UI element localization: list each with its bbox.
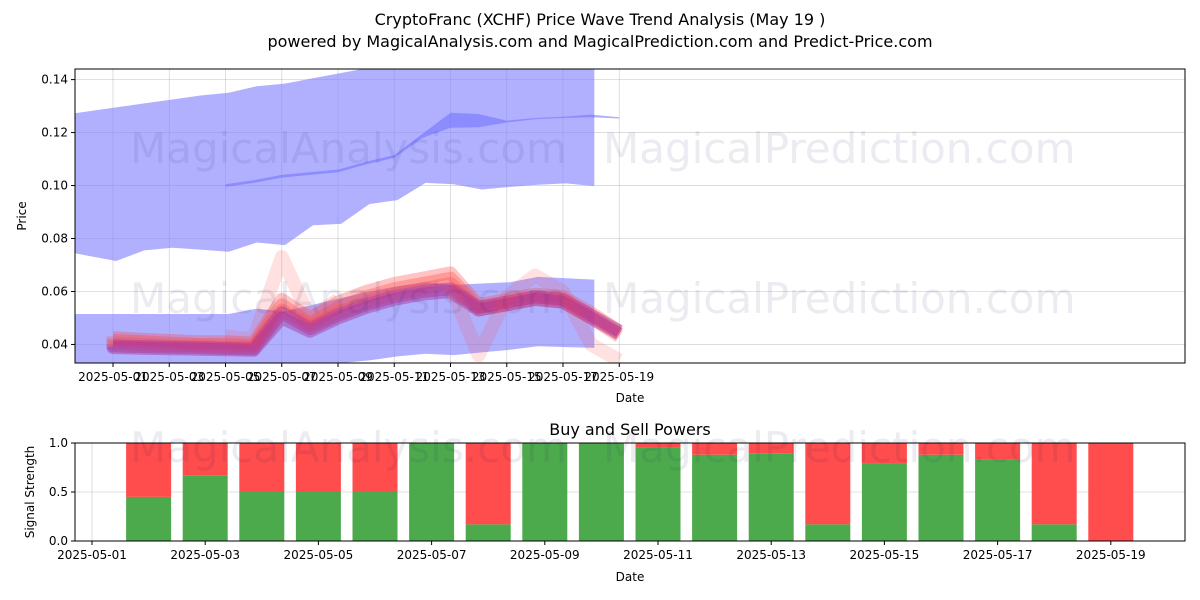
- price-y-label: Price: [15, 201, 29, 230]
- signal-x-tick-label: 2025-05-11: [623, 548, 693, 562]
- watermark-analysis-mid: MagicalAnalysis.com: [130, 274, 567, 323]
- watermark-analysis-bottom: MagicalAnalysis.com: [130, 423, 567, 472]
- price-x-tick-label: 2025-05-15: [472, 370, 542, 384]
- price-wave-line: [106, 285, 623, 357]
- signal-x-label: Date: [616, 570, 645, 584]
- price-x-tick-label: 2025-05-19: [584, 370, 654, 384]
- signal-x-tick-label: 2025-05-07: [397, 548, 467, 562]
- price-wave-line: [444, 268, 623, 363]
- buy-bar: [692, 454, 738, 541]
- price-y-ticks: 0.04 0.06 0.08 0.10 0.12 0.14: [41, 73, 75, 351]
- sell-bar: [861, 443, 907, 464]
- price-y-tick-label: 0.10: [41, 179, 68, 193]
- buy-bar: [126, 496, 172, 541]
- price-wave-plot: MagicalAnalysis.com MagicalPrediction.co…: [15, 68, 1186, 405]
- price-axes-frame: [74, 68, 1186, 364]
- chart-title: CryptoFranc (XCHF) Price Wave Trend Anal…: [375, 10, 826, 29]
- watermark-prediction-bottom: MagicalPrediction.com: [603, 423, 1076, 472]
- buy-bar: [1031, 524, 1077, 541]
- price-y-tick-label: 0.06: [41, 284, 68, 298]
- price-wave-line: [106, 282, 623, 356]
- price-x-tick-label: 2025-05-11: [359, 370, 429, 384]
- signal-bars: [126, 443, 1134, 541]
- sell-bar: [126, 443, 172, 497]
- buy-bar: [748, 453, 794, 541]
- price-wave-lines: [106, 250, 623, 363]
- buy-bar: [861, 463, 907, 541]
- signal-x-tick-label: 2025-05-05: [284, 548, 354, 562]
- signal-title: Buy and Sell Powers: [549, 420, 711, 439]
- signal-plot: Buy and Sell Powers MagicalAnalysis.com …: [23, 420, 1186, 584]
- signal-y-tick-label: 0.0: [49, 534, 68, 548]
- price-x-tick-label: 2025-05-17: [528, 370, 598, 384]
- watermark-prediction-mid: MagicalPrediction.com: [603, 274, 1076, 323]
- sell-bar: [1088, 443, 1134, 541]
- sell-bar: [465, 443, 511, 525]
- sell-bar: [635, 443, 681, 448]
- sell-bar: [239, 443, 285, 492]
- sell-bar: [805, 443, 851, 525]
- price-wave-line: [224, 250, 342, 347]
- buy-bar: [295, 492, 341, 541]
- price-x-tick-label: 2025-05-03: [134, 370, 204, 384]
- signal-x-ticks: 2025-05-01 2025-05-03 2025-05-05 2025-05-07…: [57, 541, 1146, 562]
- price-y-tick-label: 0.12: [41, 126, 68, 140]
- signal-y-label: Signal Strength: [23, 446, 37, 539]
- sell-bar: [975, 443, 1021, 460]
- buy-bar: [635, 447, 681, 541]
- price-y-tick-label: 0.04: [41, 337, 68, 351]
- sell-bar: [692, 443, 738, 455]
- watermark-analysis-top: MagicalAnalysis.com: [130, 124, 567, 173]
- price-y-tick-label: 0.14: [41, 73, 68, 87]
- watermark-prediction-top: MagicalPrediction.com: [603, 124, 1076, 173]
- price-bands: [75, 69, 620, 363]
- price-band-3: [225, 112, 620, 187]
- price-x-tick-label: 2025-05-09: [303, 370, 373, 384]
- sell-bar: [295, 443, 341, 492]
- price-band-2: [75, 276, 595, 363]
- buy-bar: [578, 443, 624, 541]
- sell-bar: [918, 443, 964, 455]
- buy-bar: [182, 475, 228, 541]
- price-wave-line: [106, 266, 623, 350]
- signal-y-ticks: 0.0 0.5 1.0: [49, 436, 75, 548]
- price-x-tick-label: 2025-05-13: [416, 370, 486, 384]
- signal-x-tick-label: 2025-05-01: [57, 548, 127, 562]
- signal-x-tick-label: 2025-05-09: [510, 548, 580, 562]
- price-wave-line: [106, 277, 623, 354]
- sell-bar: [352, 443, 398, 492]
- sell-bar: [182, 443, 228, 476]
- signal-x-tick-label: 2025-05-13: [736, 548, 806, 562]
- sell-bar: [748, 443, 794, 454]
- buy-bar: [239, 492, 285, 541]
- signal-x-tick-label: 2025-05-03: [170, 548, 240, 562]
- buy-bar: [409, 443, 455, 541]
- buy-bar: [918, 454, 964, 541]
- price-wave-line: [106, 271, 623, 353]
- price-x-tick-label: 2025-05-07: [247, 370, 317, 384]
- price-x-ticks: 2025-05-012025-05-032025-05-052025-05-07…: [78, 363, 654, 384]
- price-x-label: Date: [616, 391, 645, 405]
- buy-bar: [805, 524, 851, 541]
- signal-x-tick-label: 2025-05-15: [850, 548, 920, 562]
- price-x-tick-label: 2025-05-01: [78, 370, 148, 384]
- signal-y-tick-label: 1.0: [49, 436, 68, 450]
- signal-y-tick-label: 0.5: [49, 485, 68, 499]
- sell-bar: [1031, 443, 1077, 525]
- price-y-tick-label: 0.08: [41, 232, 68, 246]
- signal-x-tick-label: 2025-05-19: [1076, 548, 1146, 562]
- buy-bar: [352, 492, 398, 541]
- signal-x-tick-label: 2025-05-17: [963, 548, 1033, 562]
- buy-bar: [522, 443, 568, 541]
- price-x-tick-label: 2025-05-05: [191, 370, 261, 384]
- buy-bar: [975, 459, 1021, 541]
- chart-subtitle: powered by MagicalAnalysis.com and Magic…: [267, 32, 932, 51]
- buy-bar: [465, 524, 511, 541]
